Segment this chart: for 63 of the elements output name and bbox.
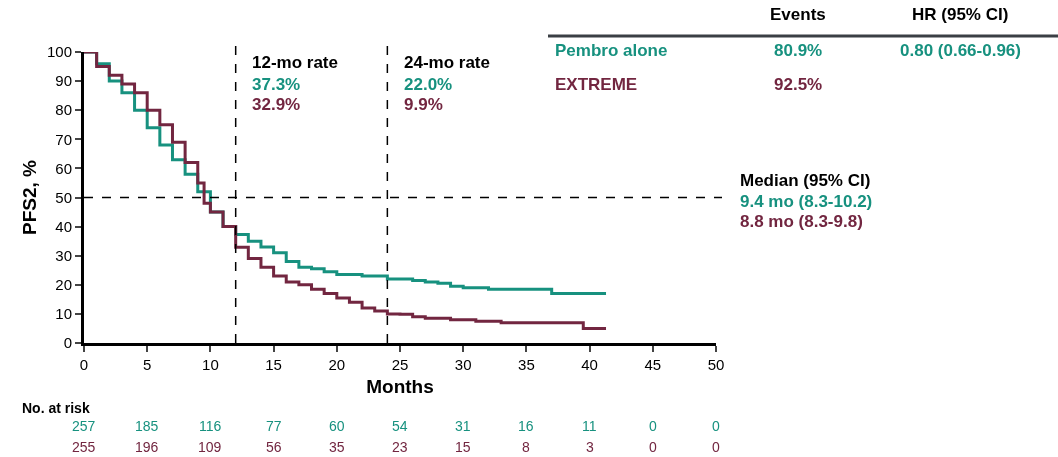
annotation: 32.9%: [252, 95, 301, 114]
annotation: 37.3%: [252, 75, 301, 94]
text: 109: [198, 439, 222, 455]
y-axis-title: PFS2, %: [18, 159, 40, 235]
text: 0: [649, 418, 657, 434]
x-axis-title: Months: [366, 375, 434, 397]
text: 54: [392, 418, 408, 434]
text: 8.8 mo (8.3-9.8): [740, 212, 863, 231]
text: 0: [712, 418, 720, 434]
text: 0: [649, 439, 657, 455]
text: 31: [455, 418, 471, 434]
text: 35: [329, 439, 345, 455]
y-tick-label: 10: [55, 305, 72, 323]
x-tick-label: 0: [79, 356, 89, 373]
y-tick-label: 90: [55, 72, 72, 90]
y-tick-label: 50: [55, 188, 72, 206]
y-tick-label: 30: [55, 246, 72, 264]
annotation: 9.9%: [404, 95, 443, 114]
text: 9.4 mo (8.3-10.2): [740, 192, 873, 211]
x-tick-label: 35: [518, 356, 535, 373]
text: HR (95% CI): [912, 5, 1009, 24]
text: 0: [712, 439, 720, 455]
x-tick-label: 50: [707, 356, 725, 373]
y-tick-label: 100: [46, 43, 72, 61]
text: 80.9%: [774, 41, 823, 60]
x-tick-label: 10: [202, 356, 219, 373]
text: 77: [266, 418, 282, 434]
text: 23: [392, 439, 408, 455]
text: 60: [329, 418, 345, 434]
text: Pembro alone: [555, 41, 668, 60]
x-tick-label: 25: [391, 356, 409, 373]
x-tick-label: 15: [265, 356, 282, 373]
text: 92.5%: [774, 75, 823, 94]
text: 116: [199, 418, 222, 434]
text: EXTREME: [555, 75, 638, 94]
text: 16: [518, 418, 534, 434]
y-tick-label: 20: [55, 276, 72, 294]
text: 0.80 (0.66-0.96): [900, 41, 1021, 60]
y-tick-label: 80: [55, 101, 72, 119]
text: 257: [72, 418, 96, 434]
text: 11: [582, 418, 597, 434]
y-tick-label: 70: [55, 130, 72, 148]
text: Median (95% CI): [740, 171, 871, 190]
text: 3: [586, 439, 594, 455]
x-tick-label: 30: [454, 356, 472, 373]
x-tick-label: 5: [143, 356, 152, 373]
text: 8: [522, 439, 530, 455]
x-tick-label: 40: [581, 356, 598, 373]
x-tick-label: 20: [328, 356, 346, 373]
text: No. at risk: [22, 400, 90, 416]
text: Events: [770, 5, 826, 24]
text: 15: [455, 439, 471, 455]
text: 255: [72, 439, 96, 455]
annotation: 12-mo rate: [252, 53, 338, 72]
y-tick-label: 40: [55, 217, 72, 235]
x-tick-label: 45: [644, 356, 662, 373]
annotation: 24-mo rate: [404, 53, 490, 72]
annotation: 22.0%: [404, 75, 453, 94]
y-tick-label: 60: [55, 159, 72, 177]
y-tick-label: 0: [63, 334, 72, 352]
text: 196: [135, 439, 159, 455]
text: 185: [135, 418, 159, 434]
text: 56: [266, 439, 282, 455]
